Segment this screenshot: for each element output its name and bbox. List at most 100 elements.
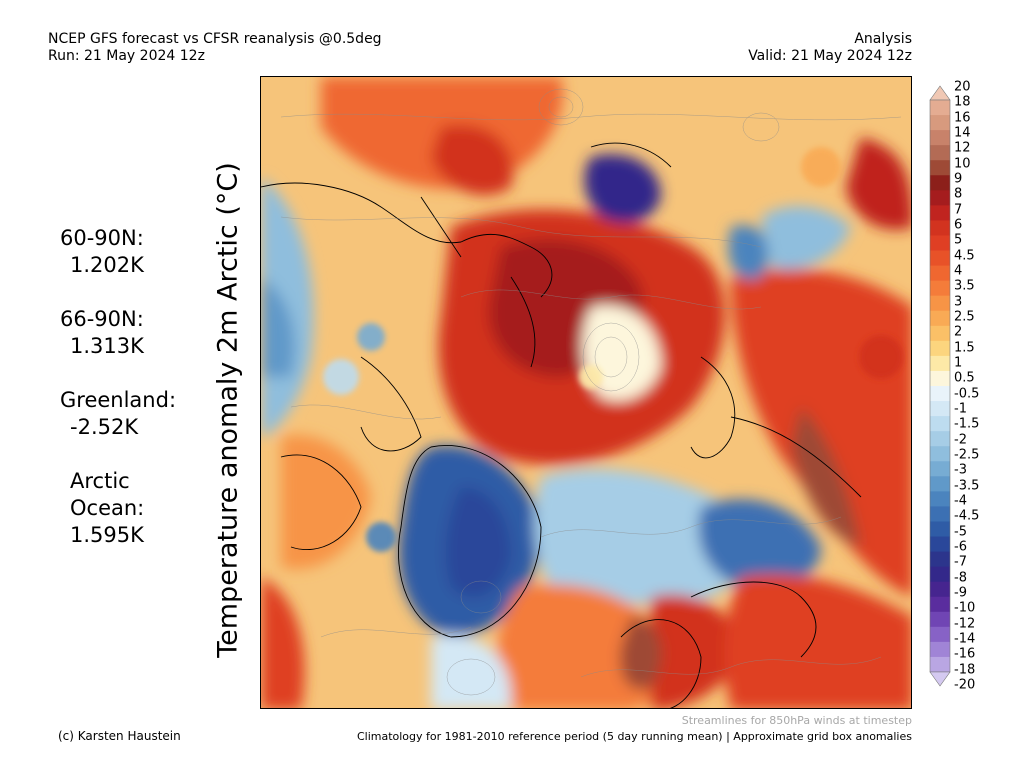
run-time: Run: 21 May 2024 12z (48, 48, 205, 64)
colorbar-segment (930, 611, 950, 628)
colorbar-segment (930, 235, 950, 252)
colorbar-segment (930, 250, 950, 267)
colorbar-tick-label: -7 (954, 554, 967, 570)
anomaly-stats: 60-90N: 1.202K 66-90N: 1.313K Greenland:… (60, 225, 176, 576)
colorbar-segment (930, 205, 950, 221)
credit: (c) Karsten Haustein (58, 729, 181, 743)
colorbar-tick-label: -3.5 (954, 478, 980, 494)
colorbar-tick-label: -20 (954, 677, 976, 693)
stat-arctic-ocean: Arctic Ocean: 1.595K (60, 468, 176, 549)
stat-arctic-value: 1.595K (70, 523, 144, 547)
anomaly-detail (323, 147, 903, 552)
colorbar-tick-label: -14 (954, 631, 976, 647)
colorbar-segment (930, 370, 950, 387)
colorbar-segment (930, 190, 950, 206)
colorbar-tick-label: 18 (954, 94, 971, 110)
colorbar-segment (930, 100, 950, 116)
colorbar-segment (930, 566, 950, 583)
colorbar-tick-label: 8 (954, 186, 963, 202)
colorbar-segment (930, 431, 950, 447)
analysis-label: Analysis (854, 31, 912, 47)
colorbar-top-arrow (929, 85, 951, 101)
colorbar-tick-label: 0.5 (954, 370, 975, 386)
colorbar-segment (930, 325, 950, 342)
colorbar-segment (930, 386, 950, 402)
colorbar-tick-label: -0.5 (954, 386, 980, 402)
colorbar-segment (930, 596, 950, 613)
colorbar-tick-label: -1.5 (954, 416, 980, 432)
climatology-note: Climatology for 1981-2010 reference peri… (356, 730, 912, 743)
coastlines (261, 142, 862, 708)
colorbar-tick-label: 20 (954, 79, 971, 95)
colorbar-tick-label: -10 (954, 600, 976, 616)
stat-60-90n-label: 60-90N: (60, 226, 144, 250)
colorbar-tick-label: -6 (954, 539, 967, 555)
colorbar-segment (930, 581, 950, 598)
stat-greenland-label: Greenland: (60, 388, 177, 412)
anomaly-map (260, 76, 912, 709)
colorbar-tick-label: 4.5 (954, 248, 975, 264)
map-graphic (261, 77, 911, 708)
colorbar-segment (930, 491, 950, 507)
stat-arctic-label-2: Ocean: (70, 496, 145, 520)
colorbar-tick-label: -18 (954, 662, 976, 678)
stat-66-90n-label: 66-90N: (60, 307, 144, 331)
colorbar-tick-label: -2 (954, 432, 967, 448)
colorbar-bottom-arrow (929, 671, 951, 687)
colorbar-segment (930, 355, 950, 372)
colorbar-segment (930, 145, 950, 161)
colorbar-tick-label: 2.5 (954, 309, 975, 325)
colorbar-segment (930, 506, 950, 522)
stat-60-90n: 60-90N: 1.202K (60, 225, 176, 279)
vertical-axis-title: Temperature anomaly 2m Arctic (°C) (212, 162, 244, 658)
colorbar-segment (930, 416, 950, 432)
colorbar-segment (930, 280, 950, 297)
colorbar-tick-label: 1 (954, 355, 963, 371)
stat-greenland: Greenland: -2.52K (60, 387, 176, 441)
colorbar-tick-label: -16 (954, 646, 976, 662)
colorbar-tick-label: 16 (954, 110, 971, 126)
header-left: NCEP GFS forecast vs CFSR reanalysis @0.… (48, 31, 382, 65)
colorbar-segment (930, 446, 950, 462)
colorbar-segment (930, 295, 950, 312)
colorbar-tick-label: 12 (954, 140, 971, 156)
colorbar-tick-label: -4 (954, 493, 967, 509)
colorbar-graphic (929, 85, 951, 687)
stat-greenland-value: -2.52K (70, 415, 139, 439)
colorbar-segment (930, 401, 950, 417)
colorbar-segment (930, 160, 950, 176)
colorbar-tick-label: -3 (954, 462, 967, 478)
colorbar-segment (930, 551, 950, 568)
colorbar-tick-label: 5 (954, 232, 963, 248)
stat-60-90n-value: 1.202K (70, 253, 144, 277)
colorbar-segment (930, 476, 950, 492)
stat-66-90n-value: 1.313K (70, 334, 144, 358)
colorbar-segment (930, 626, 950, 643)
valid-time: Valid: 21 May 2024 12z (748, 48, 912, 64)
colorbar-tick-label: 7 (954, 202, 963, 218)
colorbar-segment (930, 265, 950, 282)
colorbar-tick-label: 9 (954, 171, 963, 187)
stat-66-90n: 66-90N: 1.313K (60, 306, 176, 360)
anomaly-field (261, 77, 911, 708)
colorbar-tick-label: -8 (954, 570, 967, 586)
colorbar-segment (930, 175, 950, 191)
colorbar-tick-label: -9 (954, 585, 967, 601)
colorbar-tick-label: 4 (954, 263, 963, 279)
colorbar-tick-label: -5 (954, 524, 967, 540)
colorbar-segment (930, 656, 950, 673)
colorbar-tick-label: 2 (954, 324, 963, 340)
colorbar-segment (930, 461, 950, 477)
colorbar-segment (930, 536, 950, 553)
streamline-note: Streamlines for 850hPa winds at timestep (681, 714, 912, 727)
colorbar-tick-label: 14 (954, 125, 971, 141)
colorbar-tick-label: -2.5 (954, 447, 980, 463)
colorbar-segment (930, 220, 950, 236)
colorbar-tick-label: 3.5 (954, 278, 975, 294)
colorbar-tick-label: -1 (954, 401, 967, 417)
stat-arctic-label-1: Arctic (70, 469, 130, 493)
colorbar-segment (930, 310, 950, 327)
colorbar-tick-label: -4.5 (954, 508, 980, 524)
colorbar-tick-label: 3 (954, 294, 963, 310)
colorbar-segment (930, 115, 950, 131)
